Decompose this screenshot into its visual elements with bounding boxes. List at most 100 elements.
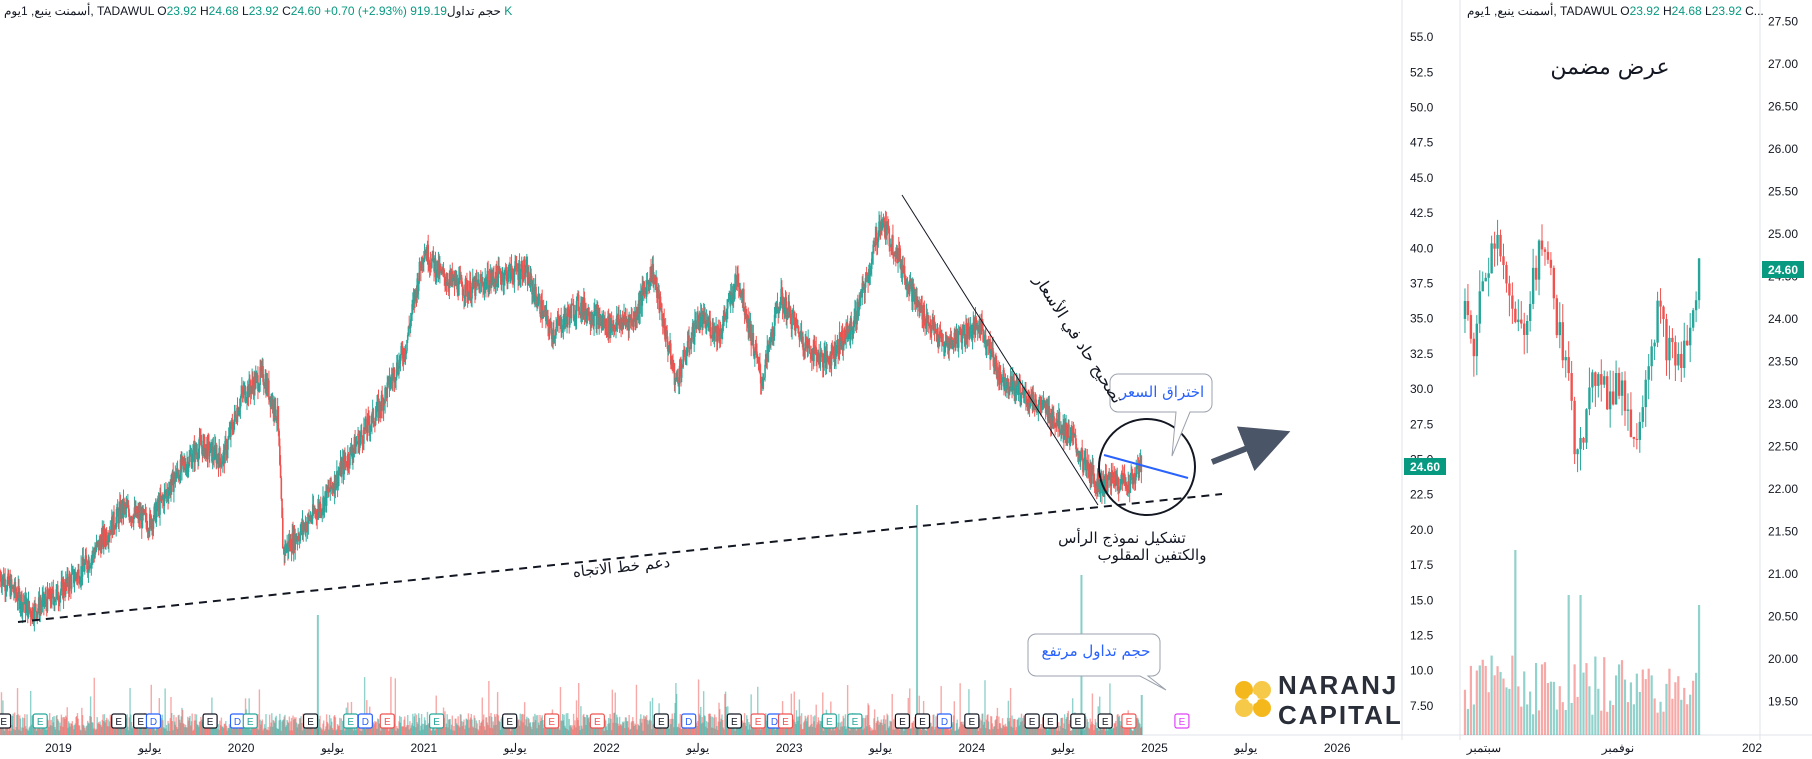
candle-body <box>16 595 18 601</box>
volume-bar <box>123 724 125 735</box>
inset-price-axis[interactable]: 27.5027.0026.5026.0025.5025.0024.5024.00… <box>1768 14 1798 708</box>
candle-body <box>73 569 75 584</box>
volume-bar <box>184 724 187 735</box>
volume-bar <box>578 683 580 735</box>
candle-body <box>857 310 860 316</box>
inset-candle-body <box>1588 387 1591 410</box>
candle-body <box>529 273 532 287</box>
volume-bar <box>975 724 977 735</box>
candle-body <box>696 312 698 329</box>
inset-volume-bar <box>1641 669 1644 735</box>
volume-bar <box>118 726 120 735</box>
volume-bar <box>336 729 338 735</box>
volume-bar <box>57 720 60 735</box>
candle-body <box>688 335 690 349</box>
inset-volume-bar <box>1546 683 1550 735</box>
candle-body <box>826 350 828 359</box>
volume-bar <box>176 728 179 735</box>
candle-body <box>381 395 383 399</box>
volume-bar <box>161 714 163 735</box>
volume-bar <box>638 725 641 735</box>
volume-bar <box>261 719 264 735</box>
volume-bar <box>537 715 539 735</box>
volume-bar <box>1120 725 1122 735</box>
volume-bar <box>52 722 55 735</box>
candle-body <box>40 605 42 607</box>
candle-body <box>28 601 31 610</box>
candle-body <box>29 610 32 618</box>
candle-body <box>1052 411 1055 424</box>
volume-bar <box>649 701 652 735</box>
volume-bar <box>96 717 98 735</box>
volume-bar <box>814 727 817 735</box>
volume-bar <box>263 724 266 735</box>
volume-bar <box>102 714 104 735</box>
volume-bar <box>455 723 458 735</box>
volume-bar <box>977 730 980 735</box>
volume-bar <box>980 720 983 735</box>
volume-bar <box>512 724 514 735</box>
candle-body <box>938 338 940 344</box>
volume-bar <box>10 725 13 735</box>
volume-bar <box>912 720 915 735</box>
volume-bar <box>160 718 163 735</box>
volume-bar <box>225 725 228 735</box>
volume-bar <box>168 730 171 735</box>
candle-body <box>59 595 61 604</box>
volume-bar <box>715 717 717 735</box>
candle-body <box>132 514 135 524</box>
inset-volume-bar <box>1588 686 1591 735</box>
volume-bar <box>941 724 943 735</box>
candle-body <box>1035 399 1037 411</box>
candle-body <box>78 582 81 584</box>
inset-volume-bars <box>1463 550 1701 735</box>
candle-body <box>230 422 232 437</box>
candle-body <box>257 375 259 391</box>
candle-body <box>225 441 228 455</box>
candle-body <box>116 507 119 513</box>
inset-volume-bar <box>1680 699 1683 735</box>
candle-body <box>959 329 961 334</box>
volume-bar <box>292 715 294 735</box>
volume-bar <box>187 716 189 735</box>
candle-body <box>1003 370 1005 390</box>
inset-candle-body <box>1463 301 1467 319</box>
volume-bar <box>959 683 961 735</box>
candle-body <box>689 348 692 350</box>
volume-bar <box>267 726 269 735</box>
volume-bar <box>937 723 939 735</box>
volume-bar <box>181 709 184 735</box>
volume-bar <box>572 713 575 735</box>
candle-body <box>1038 404 1040 405</box>
candle-body <box>588 307 590 321</box>
candle-body <box>19 605 22 609</box>
candle-body <box>352 452 354 459</box>
candle-body <box>452 278 454 282</box>
candle-body <box>762 378 765 380</box>
candle-body <box>7 573 10 585</box>
candle-body <box>632 319 635 327</box>
candle-body <box>281 517 284 549</box>
volume-bar <box>541 715 543 735</box>
inset-candle-body <box>1617 373 1621 396</box>
volume-spike <box>1140 695 1143 735</box>
volume-bar <box>774 729 776 735</box>
volume-bar <box>971 724 973 735</box>
candle-body <box>224 441 226 464</box>
volume-bar <box>100 726 103 735</box>
candle-body <box>772 326 774 338</box>
inset-candle-body <box>1537 240 1541 280</box>
volume-bar <box>813 721 815 735</box>
volume-bar <box>24 714 26 735</box>
volume-bar <box>716 730 719 735</box>
candle-body <box>558 319 561 326</box>
volume-bar <box>327 723 329 735</box>
volume-bar <box>709 713 711 735</box>
inset-volume-bar <box>1647 668 1650 735</box>
volume-bar <box>669 718 671 735</box>
volume-bar <box>128 717 131 735</box>
candle-body <box>815 347 818 356</box>
main-price-axis[interactable]: 55.052.550.047.545.042.540.037.535.032.5… <box>1410 30 1434 713</box>
